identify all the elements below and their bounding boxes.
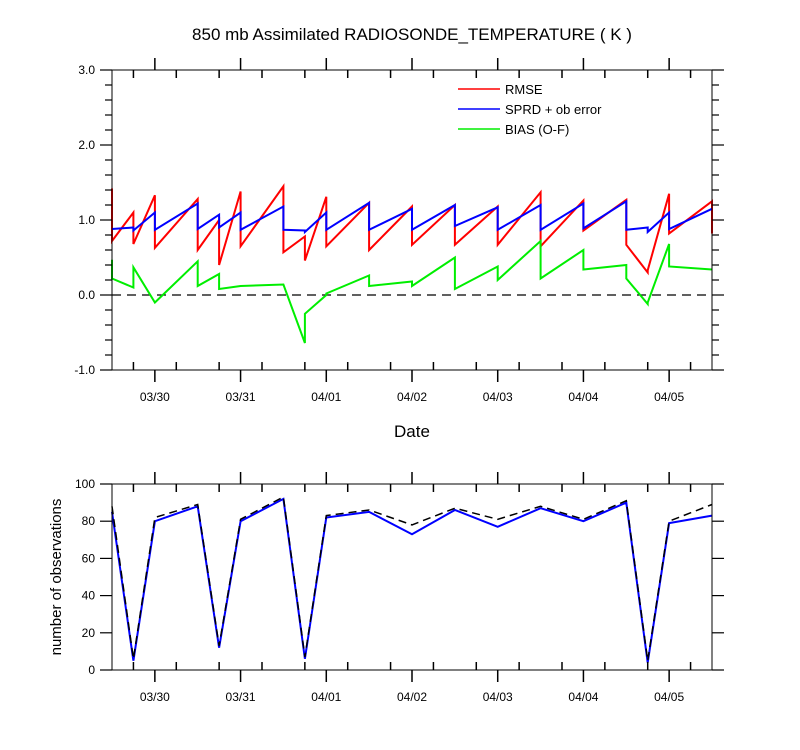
top-x-tick-label: 03/30 <box>140 390 170 404</box>
chart-title: 850 mb Assimilated RADIOSONDE_TEMPERATUR… <box>192 25 632 44</box>
top-x-tick-label: 04/01 <box>311 390 341 404</box>
legend: RMSE SPRD + ob error BIAS (O-F) <box>458 82 602 137</box>
top-series-1 <box>111 199 713 235</box>
bottom-x-tick-label: 04/05 <box>654 690 684 704</box>
top-y-tick-label: 3.0 <box>78 63 95 77</box>
top-y-tick-label: 0.0 <box>78 288 95 302</box>
top-x-tick-label: 04/03 <box>483 390 513 404</box>
top-chart: 850 mb Assimilated RADIOSONDE_TEMPERATUR… <box>74 25 724 441</box>
top-x-axis: 03/30 03/31 04/01 04/02 04/03 04/04 04/05 <box>132 58 692 404</box>
top-y-tick-label: -1.0 <box>74 363 95 377</box>
bottom-y-tick-label: 80 <box>82 514 96 528</box>
top-y-axis: -1.0 0.0 1.0 2.0 3.0 <box>74 63 724 377</box>
top-y-tick-label: 1.0 <box>78 213 95 227</box>
bottom-chart: 03/30 03/31 04/01 04/02 04/03 04/04 04/05 0 20 4… <box>48 472 724 704</box>
bottom-y-axis: 0 20 40 60 80 100 <box>75 477 724 677</box>
top-x-tick-label: 04/05 <box>654 390 684 404</box>
bottom-x-tick-label: 04/02 <box>397 690 427 704</box>
top-x-axis-label: Date <box>394 422 430 441</box>
bottom-y-tick-label: 60 <box>82 551 96 565</box>
bottom-x-tick-label: 04/04 <box>568 690 598 704</box>
bottom-y-tick-label: 100 <box>75 477 95 491</box>
bottom-x-tick-label: 03/31 <box>226 690 256 704</box>
top-y-tick-label: 2.0 <box>78 138 95 152</box>
bottom-y-axis-label: number of observations <box>48 499 65 656</box>
bottom-x-tick-label: 04/01 <box>311 690 341 704</box>
bottom-x-tick-label: 03/30 <box>140 690 170 704</box>
legend-label: BIAS (O-F) <box>505 122 569 137</box>
top-series-group <box>111 183 713 344</box>
legend-label: RMSE <box>505 82 543 97</box>
bottom-series-1 <box>111 495 713 661</box>
bottom-x-axis: 03/30 03/31 04/01 04/02 04/03 04/04 04/05 <box>132 472 692 704</box>
bottom-series-group <box>111 495 713 663</box>
bottom-series-0 <box>111 497 713 663</box>
bottom-x-tick-label: 04/03 <box>483 690 513 704</box>
bottom-y-tick-label: 20 <box>82 626 96 640</box>
top-series-2 <box>111 238 713 344</box>
legend-label: SPRD + ob error <box>505 102 602 117</box>
top-x-tick-label: 04/04 <box>568 390 598 404</box>
top-x-tick-label: 04/02 <box>397 390 427 404</box>
top-x-tick-label: 03/31 <box>226 390 256 404</box>
bottom-plot-frame <box>111 483 713 671</box>
bottom-y-tick-label: 40 <box>82 589 96 603</box>
bottom-y-tick-label: 0 <box>88 663 95 677</box>
